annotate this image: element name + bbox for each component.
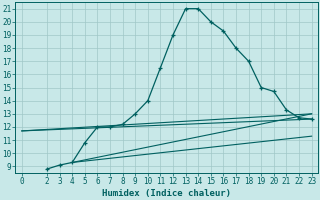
X-axis label: Humidex (Indice chaleur): Humidex (Indice chaleur) <box>102 189 231 198</box>
